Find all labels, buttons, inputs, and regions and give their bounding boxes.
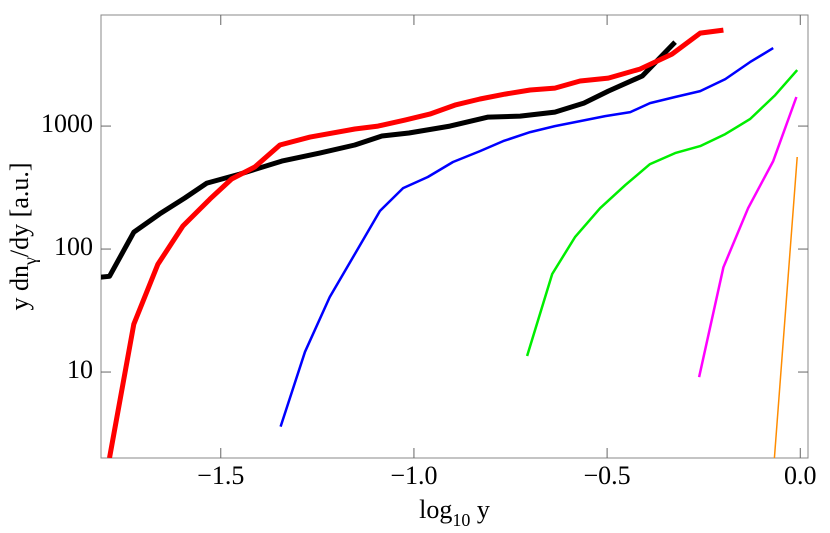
plot-lines bbox=[101, 27, 799, 458]
y-tick-label: 100 bbox=[54, 232, 93, 261]
x-axis-label-part: log bbox=[419, 495, 452, 524]
x-axis-label: log10 y bbox=[419, 495, 490, 530]
x-tick-label: −1.5 bbox=[197, 461, 244, 490]
x-tick-label: 0.0 bbox=[784, 461, 817, 490]
y-axis-label: y dnγ/dy [a.u.] bbox=[5, 162, 40, 310]
x-axis-label-part: y bbox=[470, 495, 490, 524]
plot-frame bbox=[100, 14, 809, 459]
series-line bbox=[697, 96, 798, 378]
series-line bbox=[107, 27, 724, 458]
x-axis-label-part: 10 bbox=[452, 510, 470, 530]
y-axis-label-part: γ bbox=[20, 257, 40, 266]
series-line bbox=[773, 156, 798, 458]
y-tick-label: 1000 bbox=[41, 109, 93, 138]
series-line bbox=[101, 40, 677, 280]
series-line bbox=[525, 69, 799, 357]
y-axis-label-part: /dy [a.u.] bbox=[5, 162, 34, 257]
series-line bbox=[279, 47, 774, 427]
y-axis-label-part: y dn bbox=[5, 265, 34, 311]
y-tick-label: 10 bbox=[67, 355, 93, 384]
x-tick-label: −0.5 bbox=[584, 461, 631, 490]
x-tick-label: −1.0 bbox=[390, 461, 437, 490]
